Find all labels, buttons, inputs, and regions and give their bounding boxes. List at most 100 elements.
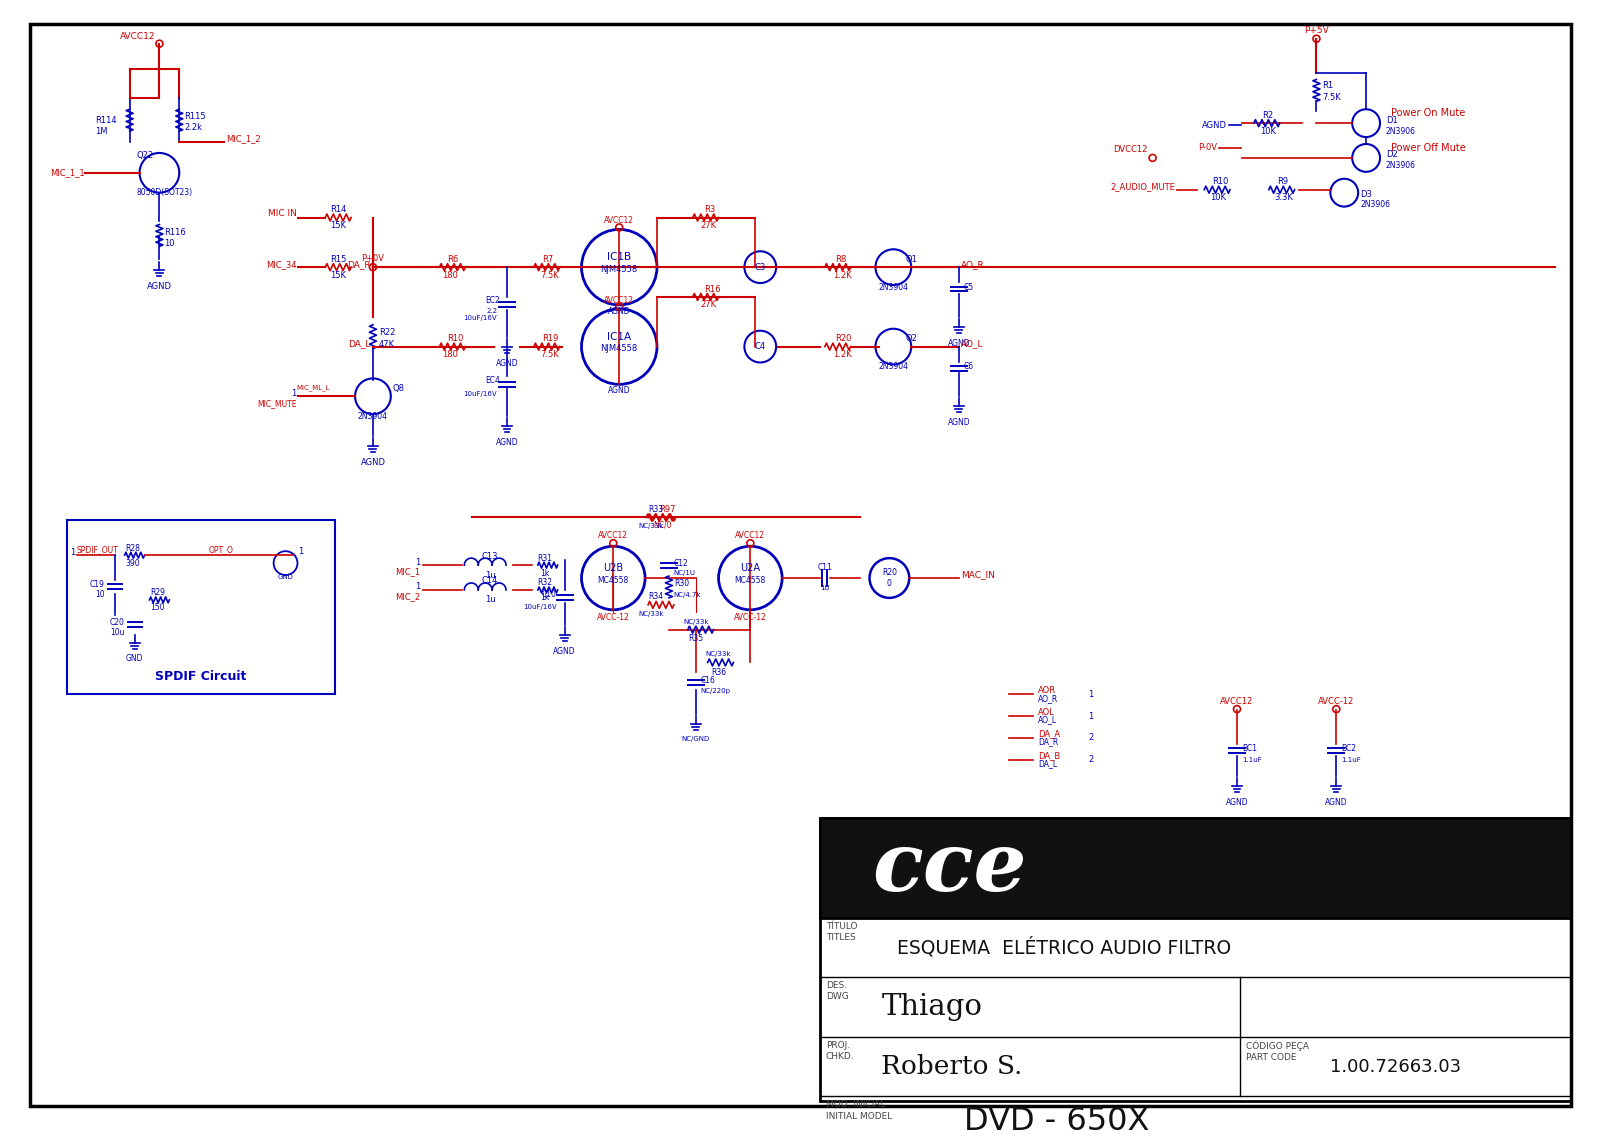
Text: D3: D3 [1361,190,1372,199]
Text: 10K: 10K [1260,126,1276,136]
Text: 390: 390 [125,558,139,567]
Text: 2N3904: 2N3904 [879,282,908,292]
Text: 2N3904: 2N3904 [879,362,908,371]
Bar [820,818,1571,1101]
Text: 2N3906: 2N3906 [1386,162,1415,171]
Text: R33: R33 [648,505,663,514]
Text: cce: cce [871,828,1026,908]
Text: C13: C13 [482,551,498,560]
Text: DVCC12: DVCC12 [1113,145,1148,154]
Text: 1: 1 [291,388,296,398]
Text: 47K: 47K [379,341,395,350]
Text: MIC_1: MIC_1 [395,567,421,576]
Text: R34: R34 [648,592,663,601]
Bar [820,818,1571,918]
Text: 8050D(SOT23): 8050D(SOT23) [136,188,192,197]
Text: Q8: Q8 [392,384,405,393]
Text: AVCC-12: AVCC-12 [1318,697,1354,706]
Text: 10: 10 [94,590,104,599]
Text: R30: R30 [674,580,688,589]
Text: NC/33k: NC/33k [706,652,732,657]
Text: 7.5K: 7.5K [540,271,559,279]
Text: 2.2k: 2.2k [184,123,202,132]
Text: R32: R32 [538,579,552,588]
Text: Q22: Q22 [136,151,154,161]
Text: R10: R10 [447,334,464,343]
Text: R20: R20 [834,334,852,343]
Text: MOD. INICIAL
INITIAL MODEL: MOD. INICIAL INITIAL MODEL [826,1100,892,1121]
Text: AVCC12: AVCC12 [1220,697,1254,706]
Text: 2N3904: 2N3904 [359,411,387,420]
Text: AVCC-12: AVCC-12 [733,613,767,622]
Text: C20: C20 [110,618,125,628]
Text: NC/GND: NC/GND [682,736,709,741]
Text: R114: R114 [94,116,117,124]
Text: 1: 1 [1089,690,1093,698]
Text: 15K: 15K [330,221,346,230]
Text: 10uF/16V: 10uF/16V [524,604,557,609]
Text: 1: 1 [415,582,421,591]
Text: 1.00.72663.03: 1.00.72663.03 [1330,1058,1460,1075]
Text: Q2: Q2 [905,334,917,343]
Text: MC4558: MC4558 [735,575,765,584]
Text: AVCC12: AVCC12 [604,296,634,305]
Text: NC/4.7k: NC/4.7k [674,592,701,598]
Text: MIC_ML_L: MIC_ML_L [296,385,330,392]
Text: IC1A: IC1A [607,331,631,342]
Text: C12: C12 [674,558,688,567]
Text: AOR: AOR [1039,686,1057,695]
Text: AO_R: AO_R [1039,694,1058,703]
Text: 10u: 10u [110,628,125,637]
Text: MIC IN: MIC IN [267,210,296,218]
Text: R1: R1 [1322,81,1334,90]
Text: MC4558: MC4558 [597,575,629,584]
Text: AGND: AGND [1226,797,1249,806]
Text: 1: 1 [298,547,304,556]
Text: AGND: AGND [948,418,970,427]
Text: DA_R: DA_R [347,260,371,269]
Text: AVCC12: AVCC12 [735,531,765,540]
Text: 150: 150 [150,604,165,613]
Text: 3.3K: 3.3K [1274,194,1294,202]
Text: R2: R2 [1262,110,1273,120]
Text: AOL: AOL [1039,707,1055,716]
Text: MAC_IN: MAC_IN [961,571,994,580]
Text: R29: R29 [150,589,165,598]
Text: 15K: 15K [330,271,346,279]
Text: U2A: U2A [740,563,760,573]
Text: R7: R7 [541,255,552,264]
Text: GND: GND [126,655,144,664]
Text: AGND: AGND [496,439,519,446]
Text: R97: R97 [660,505,676,514]
Text: R35: R35 [688,634,703,644]
Text: SPDIF Circuit: SPDIF Circuit [155,670,247,683]
Text: DA_B: DA_B [1039,752,1060,761]
Text: DA_L: DA_L [349,339,371,349]
Bar [67,521,335,694]
Text: AGND: AGND [360,458,386,467]
Text: 27K: 27K [701,221,717,230]
Text: R3: R3 [704,205,716,214]
Text: DES.
DWG: DES. DWG [826,981,849,1001]
Text: 1.2K: 1.2K [833,350,852,359]
Text: GND: GND [277,574,293,580]
Text: AGND: AGND [948,338,970,347]
Text: 1: 1 [415,558,421,566]
Text: NJM4558: NJM4558 [600,264,637,273]
Text: MIC_34: MIC_34 [266,260,296,269]
Text: CÓDIGO PEÇA
PART CODE: CÓDIGO PEÇA PART CODE [1246,1041,1310,1063]
Text: MIC_2: MIC_2 [395,592,421,601]
Text: 1: 1 [70,548,75,557]
Text: P+0V: P+0V [362,254,384,263]
Text: 1k: 1k [540,593,549,603]
Text: R20
0: R20 0 [882,568,897,588]
Text: 2N3906: 2N3906 [1361,200,1390,210]
Text: 27K: 27K [701,301,717,310]
Text: R36: R36 [711,667,727,677]
Text: MIC_1_2: MIC_1_2 [226,134,261,144]
Text: NC/0: NC/0 [653,521,671,530]
Text: 7.5K: 7.5K [540,350,559,359]
Text: AGND: AGND [608,306,631,316]
Text: EC2: EC2 [485,296,500,305]
Text: R19: R19 [541,334,559,343]
